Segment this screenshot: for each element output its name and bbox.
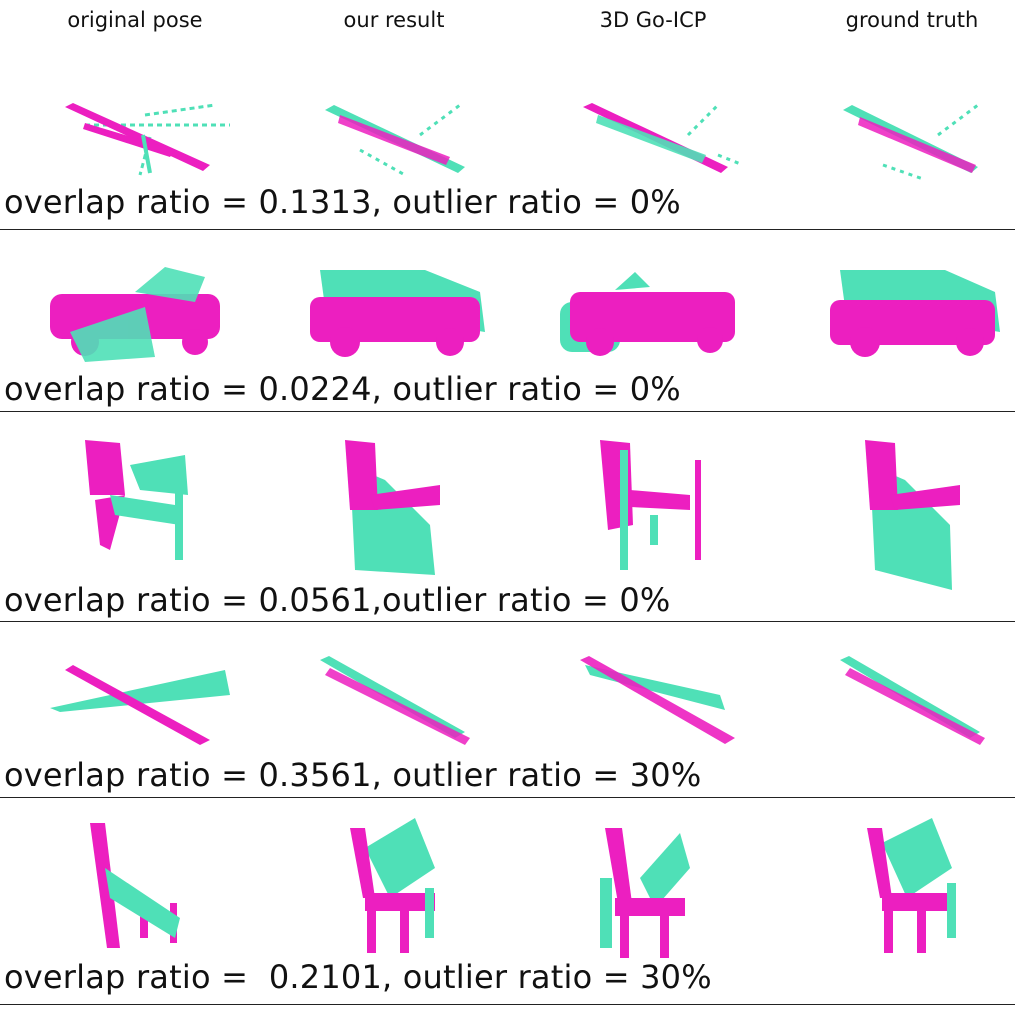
- row-4-caption: overlap ratio = 0.3561, outlier ratio = …: [4, 756, 702, 794]
- row-separator: [0, 621, 1015, 622]
- chair-original-pose-render: [80, 435, 320, 585]
- figure-row-4: overlap ratio = 0.3561, outlier ratio = …: [0, 650, 1015, 795]
- chair-go-icp-render: [600, 435, 840, 585]
- airplane-our-result-render: [320, 95, 560, 185]
- airplane-our-result-render: [315, 650, 555, 750]
- figure-row-2: overlap ratio = 0.0224, outlier ratio = …: [0, 262, 1015, 410]
- column-header-go-icp: 3D Go-ICP: [599, 8, 707, 32]
- row-separator: [0, 1004, 1015, 1005]
- chair-our-result-render: [340, 435, 580, 585]
- figure-row-3: overlap ratio = 0.0561,outlier ratio = 0…: [0, 435, 1015, 620]
- figure-row-1: overlap ratio = 0.1313, outlier ratio = …: [0, 95, 1015, 230]
- column-header-ground-truth: ground truth: [845, 8, 979, 32]
- row-separator: [0, 797, 1015, 798]
- chair-go-icp-render: [600, 818, 840, 968]
- airplane-original-pose-render: [55, 95, 295, 185]
- row-2-caption: overlap ratio = 0.0224, outlier ratio = …: [4, 370, 681, 408]
- column-header-original-pose: original pose: [67, 8, 203, 32]
- airplane-original-pose-render: [45, 650, 285, 750]
- car-original-pose-render: [45, 262, 285, 367]
- row-separator: [0, 229, 1015, 230]
- column-header-our-result: our result: [343, 8, 445, 32]
- airplane-go-icp-render: [575, 650, 815, 750]
- row-5-caption: overlap ratio = 0.2101, outlier ratio = …: [4, 958, 712, 996]
- row-1-caption: overlap ratio = 0.1313, outlier ratio = …: [4, 183, 681, 221]
- chair-ground-truth-render: [860, 435, 1015, 595]
- car-go-icp-render: [560, 262, 800, 367]
- figure-row-5: overlap ratio = 0.2101, outlier ratio = …: [0, 818, 1015, 1003]
- airplane-go-icp-render: [578, 95, 818, 185]
- chair-ground-truth-render: [862, 818, 1015, 968]
- airplane-ground-truth-render: [835, 650, 1015, 750]
- chair-our-result-render: [345, 818, 585, 968]
- car-our-result-render: [305, 262, 545, 367]
- airplane-ground-truth-render: [838, 95, 1015, 185]
- car-ground-truth-render: [825, 262, 1015, 367]
- row-separator: [0, 411, 1015, 412]
- chair-original-pose-render: [85, 818, 325, 968]
- row-3-caption: overlap ratio = 0.0561,outlier ratio = 0…: [4, 581, 671, 619]
